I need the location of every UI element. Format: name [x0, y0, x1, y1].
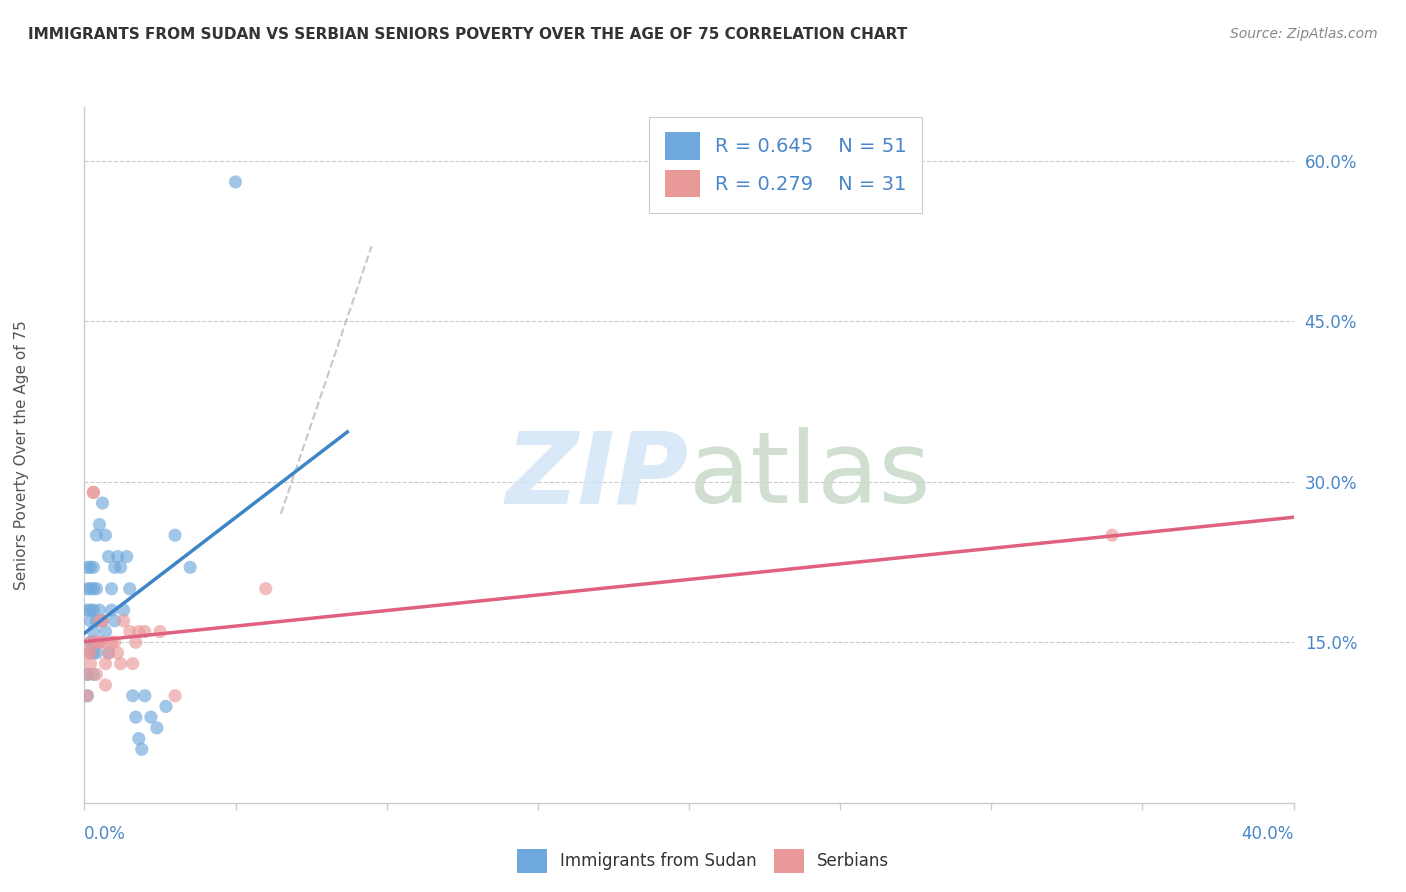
Point — [97, 646, 120, 660]
Point — [118, 582, 141, 596]
Point — [89, 603, 111, 617]
Point — [79, 635, 101, 649]
Point — [128, 624, 150, 639]
Legend: R = 0.645    N = 51, R = 0.279    N = 31: R = 0.645 N = 51, R = 0.279 N = 31 — [650, 117, 922, 212]
Point — [97, 646, 120, 660]
Point — [76, 667, 98, 681]
Point — [112, 603, 135, 617]
Point — [89, 635, 111, 649]
Point — [179, 560, 201, 574]
Point — [76, 689, 98, 703]
Point — [254, 582, 277, 596]
Point — [110, 560, 132, 574]
Text: atlas: atlas — [689, 427, 931, 524]
Point — [134, 624, 156, 639]
Point — [155, 699, 177, 714]
Point — [121, 689, 143, 703]
Text: 0.0%: 0.0% — [84, 825, 127, 843]
Point — [131, 742, 153, 756]
Point — [86, 614, 108, 628]
Y-axis label: Seniors Poverty Over the Age of 75: Seniors Poverty Over the Age of 75 — [14, 320, 28, 590]
Point — [125, 635, 148, 649]
Point — [163, 689, 186, 703]
Point — [79, 582, 101, 596]
Point — [1101, 528, 1123, 542]
Point — [79, 560, 101, 574]
Point — [115, 549, 138, 564]
Point — [82, 485, 104, 500]
Point — [79, 603, 101, 617]
Point — [100, 603, 122, 617]
Point — [94, 657, 117, 671]
Point — [91, 496, 114, 510]
Point — [146, 721, 169, 735]
Point — [79, 635, 101, 649]
Point — [91, 614, 114, 628]
Point — [79, 657, 101, 671]
Point — [76, 667, 98, 681]
Point — [104, 614, 127, 628]
Point — [76, 646, 98, 660]
Point — [82, 560, 104, 574]
Point — [89, 635, 111, 649]
Point — [76, 603, 98, 617]
Point — [79, 646, 101, 660]
Point — [125, 710, 148, 724]
Text: 40.0%: 40.0% — [1241, 825, 1294, 843]
Point — [97, 549, 120, 564]
Point — [82, 485, 104, 500]
Point — [94, 678, 117, 692]
Point — [86, 528, 108, 542]
Point — [107, 549, 129, 564]
Point — [79, 614, 101, 628]
Point — [118, 624, 141, 639]
Point — [121, 657, 143, 671]
Point — [76, 689, 98, 703]
Point — [86, 667, 108, 681]
Point — [86, 635, 108, 649]
Point — [110, 657, 132, 671]
Point — [79, 646, 101, 660]
Point — [225, 175, 247, 189]
Point — [112, 614, 135, 628]
Point — [82, 667, 104, 681]
Point — [89, 517, 111, 532]
Point — [100, 635, 122, 649]
Point — [82, 646, 104, 660]
Point — [128, 731, 150, 746]
Point — [104, 635, 127, 649]
Legend: Immigrants from Sudan, Serbians: Immigrants from Sudan, Serbians — [510, 842, 896, 880]
Text: ZIP: ZIP — [506, 427, 689, 524]
Point — [104, 560, 127, 574]
Point — [107, 646, 129, 660]
Point — [82, 603, 104, 617]
Point — [82, 635, 104, 649]
Point — [94, 528, 117, 542]
Point — [91, 635, 114, 649]
Point — [82, 582, 104, 596]
Point — [94, 624, 117, 639]
Point — [100, 582, 122, 596]
Point — [163, 528, 186, 542]
Point — [91, 614, 114, 628]
Point — [76, 582, 98, 596]
Text: Source: ZipAtlas.com: Source: ZipAtlas.com — [1230, 27, 1378, 41]
Point — [86, 582, 108, 596]
Point — [82, 624, 104, 639]
Text: IMMIGRANTS FROM SUDAN VS SERBIAN SENIORS POVERTY OVER THE AGE OF 75 CORRELATION : IMMIGRANTS FROM SUDAN VS SERBIAN SENIORS… — [28, 27, 907, 42]
Point — [149, 624, 172, 639]
Point — [76, 560, 98, 574]
Point — [134, 689, 156, 703]
Point — [86, 646, 108, 660]
Point — [139, 710, 162, 724]
Point — [89, 614, 111, 628]
